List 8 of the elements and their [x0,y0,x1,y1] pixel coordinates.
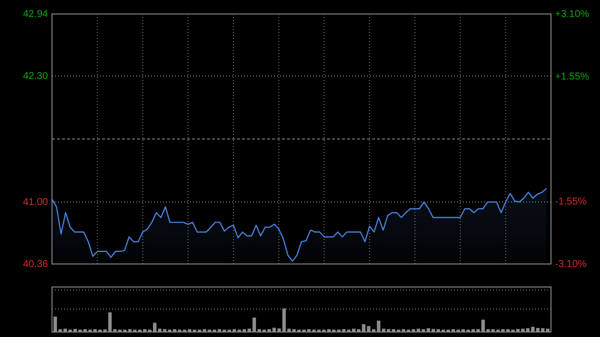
y-tick-label: 40.36 [22,259,48,270]
y2-tick-label: +3.10% [555,9,590,20]
y2-tick-label: -1.55% [555,196,587,208]
y2-tick-label: +1.55% [555,72,590,83]
y-tick-label: 42.30 [22,71,48,82]
y-tick-label: 41.00 [22,197,48,208]
y2-tick-label: -3.10% [555,259,587,270]
y-tick-label: 42.94 [22,9,48,20]
